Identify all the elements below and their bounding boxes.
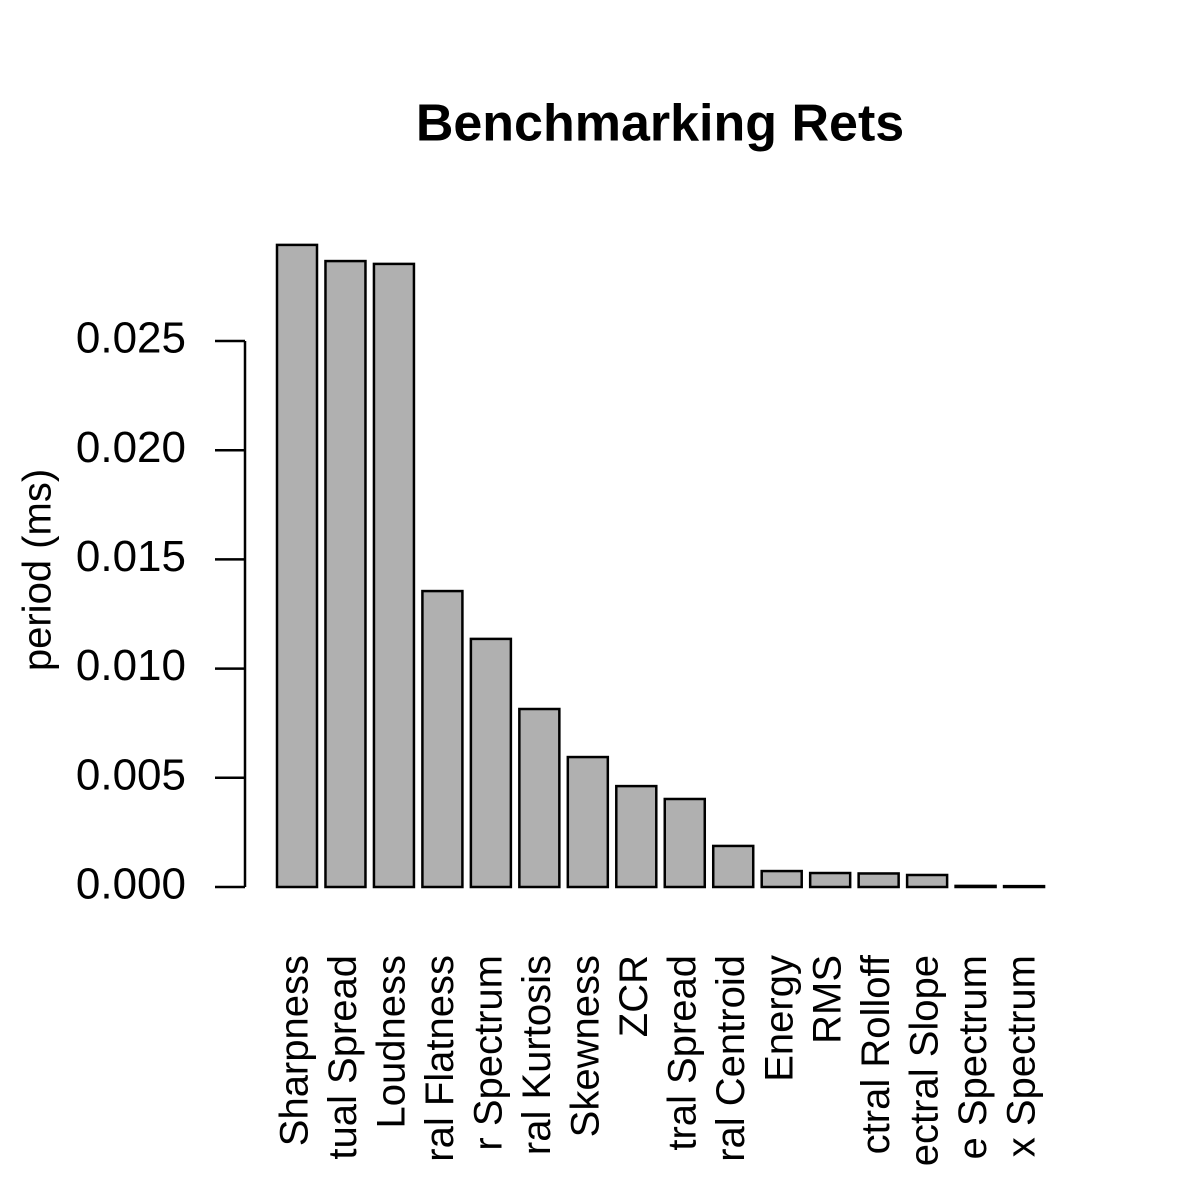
bar bbox=[518, 707, 561, 889]
y-tick-label: 0.005 bbox=[76, 750, 186, 799]
x-tick-label: Energy bbox=[757, 955, 801, 1082]
x-tick-label: Skewness bbox=[563, 955, 607, 1137]
bar bbox=[808, 871, 852, 889]
x-tick-label: r Spectrum bbox=[466, 955, 510, 1151]
y-tick-label: 0.000 bbox=[76, 860, 186, 909]
y-tick-label: 0.010 bbox=[76, 641, 186, 690]
x-tick-label: Loudness bbox=[370, 955, 414, 1128]
bar bbox=[372, 262, 416, 889]
x-tick-label: ectral Slope bbox=[903, 955, 947, 1166]
bar bbox=[324, 259, 367, 889]
bar bbox=[857, 872, 900, 889]
bar bbox=[905, 873, 949, 889]
bar bbox=[469, 637, 513, 889]
x-tick-label: Sharpness bbox=[273, 955, 317, 1146]
y-tick-label: 0.025 bbox=[76, 314, 186, 363]
bar bbox=[566, 755, 610, 889]
x-tick-label: RMS bbox=[806, 955, 850, 1044]
y-tick-label: 0.020 bbox=[76, 423, 186, 472]
x-tick-label: ral Centroid bbox=[709, 955, 753, 1162]
x-tick-label: ctral Rolloff bbox=[854, 954, 898, 1154]
x-tick-label: x Spectrum bbox=[1000, 955, 1044, 1157]
bar bbox=[663, 797, 707, 889]
x-tick-label: ral Flatness bbox=[418, 955, 462, 1162]
chart-title: Benchmarking Rets bbox=[416, 95, 904, 153]
bar bbox=[1002, 884, 1046, 889]
x-tick-label: tual Spread bbox=[321, 955, 365, 1160]
bar bbox=[275, 243, 319, 889]
y-tick-label: 0.015 bbox=[76, 532, 186, 581]
bar bbox=[760, 869, 803, 889]
bar bbox=[711, 844, 755, 889]
x-tick-label: ral Kurtosis bbox=[515, 955, 559, 1155]
bar bbox=[954, 884, 997, 889]
x-tick-label: e Spectrum bbox=[951, 955, 995, 1160]
bar bbox=[615, 784, 658, 889]
x-tick-label: ZCR bbox=[612, 955, 656, 1037]
bar bbox=[421, 589, 464, 889]
y-axis-label: period (ms) bbox=[16, 469, 60, 671]
x-tick-label: tral Spread bbox=[660, 955, 704, 1151]
